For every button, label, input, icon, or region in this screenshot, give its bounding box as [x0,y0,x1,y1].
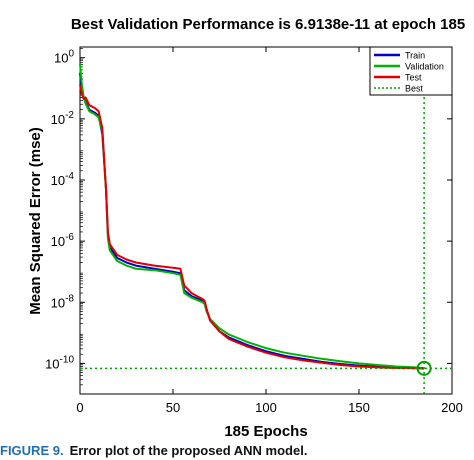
x-tick-label: 200 [441,400,463,415]
y-tick-label: 10-8 [51,293,75,310]
x-tick-label: 100 [255,400,277,415]
legend-label: Train [405,51,425,61]
y-axis-label: Mean Squared Error (mse) [27,127,44,315]
y-tick-label: 10-4 [51,171,75,188]
plot-area [79,46,453,395]
legend-label: Validation [405,62,444,72]
legend-label: Best [405,84,424,94]
chart-title: Best Validation Performance is 6.9138e-1… [71,16,465,33]
y-tick-label: 100 [54,49,74,66]
x-axis-label: 185 Epochs [224,423,307,440]
y-tick-label: 10-2 [51,110,75,127]
caption-label: FIGURE 9. [0,443,64,458]
series-line-validation [79,63,425,370]
x-tick-label: 50 [166,400,180,415]
legend-label: Test [405,73,422,83]
series-line-test [79,84,425,370]
caption-text: Error plot of the proposed ANN model. [69,443,308,458]
y-tick-label: 10-6 [51,232,75,249]
best-point-marker [416,360,432,376]
series-lines [79,63,425,370]
y-tick-label: 10-10 [45,354,74,371]
axis-ticks: 0 50 100 150 200 100 10-2 10-4 10-6 10-8 10-10 [45,47,463,415]
x-tick-label: 150 [348,400,370,415]
best-markers [80,47,452,394]
x-tick-label: 0 [76,400,83,415]
figure-caption: FIGURE 9. Error plot of the proposed ANN … [0,443,474,460]
